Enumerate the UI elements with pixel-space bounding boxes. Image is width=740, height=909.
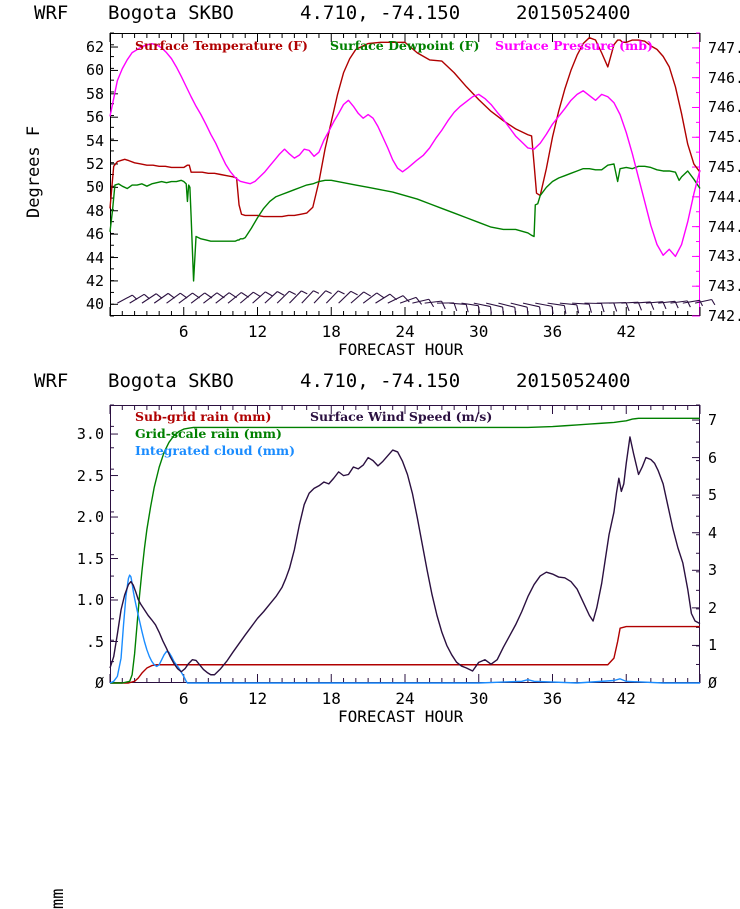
y-tick-label-right: 7 bbox=[708, 411, 717, 429]
y-tick-label: 54 bbox=[48, 132, 104, 150]
y-tick-label: 56 bbox=[48, 108, 104, 126]
header-coordinates: 4.710, -74.150 bbox=[300, 2, 460, 24]
y-tick-label: 3.0 bbox=[48, 425, 104, 443]
y-tick-label-right: 746.5 bbox=[708, 69, 740, 87]
x-tick-label: 24 bbox=[385, 322, 425, 341]
y-tick-label-right: 2 bbox=[708, 599, 717, 617]
header-site-2: Bogota SKBO bbox=[108, 370, 234, 392]
bottom-y-axis-title: mm bbox=[48, 889, 68, 909]
header-model: WRF bbox=[34, 2, 68, 24]
y-tick-label: 50 bbox=[48, 178, 104, 196]
top-panel-header: WRF Bogota SKBO 4.710, -74.150 201505240… bbox=[0, 0, 740, 30]
x-tick-label: 42 bbox=[606, 322, 646, 341]
y-tick-label-right: 3 bbox=[708, 561, 717, 579]
legend-surface-dewpoint: Surface Dewpoint (F) bbox=[330, 38, 479, 53]
x-tick-label: 18 bbox=[311, 322, 351, 341]
bottom-x-axis-title: FORECAST HOUR bbox=[338, 707, 463, 726]
top-x-axis-title: FORECAST HOUR bbox=[338, 340, 463, 359]
y-tick-label: Ø bbox=[48, 674, 104, 692]
x-tick-label: 6 bbox=[164, 322, 204, 341]
x-tick-label: 6 bbox=[164, 689, 204, 708]
y-tick-label-right: 744.0 bbox=[708, 218, 740, 236]
y-tick-label-right: 745.0 bbox=[708, 158, 740, 176]
y-tick-label: 46 bbox=[48, 225, 104, 243]
legend-subgrid-rain: Sub-grid rain (mm) bbox=[135, 409, 271, 424]
y-tick-label: 1.0 bbox=[48, 591, 104, 609]
y-tick-label: 40 bbox=[48, 295, 104, 313]
legend-surface-wind-speed: Surface Wind Speed (m/s) bbox=[310, 409, 492, 424]
x-tick-label: 18 bbox=[311, 689, 351, 708]
header-init-time-2: 2015052400 bbox=[516, 370, 630, 392]
y-tick-label-right: 744.5 bbox=[708, 188, 740, 206]
y-tick-label-right: Ø bbox=[708, 674, 717, 692]
y-tick-label-right: 4 bbox=[708, 524, 717, 542]
x-tick-label: 24 bbox=[385, 689, 425, 708]
y-tick-label: 44 bbox=[48, 249, 104, 267]
y-tick-label: 2.0 bbox=[48, 508, 104, 526]
bottom-panel-header: WRF Bogota SKBO 4.710, -74.150 201505240… bbox=[0, 368, 740, 398]
header-init-time: 2015052400 bbox=[516, 2, 630, 24]
x-tick-label: 36 bbox=[533, 689, 573, 708]
y-tick-label: 62 bbox=[48, 38, 104, 56]
y-tick-label-right: 743.0 bbox=[708, 277, 740, 295]
y-tick-label: 2.5 bbox=[48, 467, 104, 485]
y-tick-label: 58 bbox=[48, 85, 104, 103]
y-tick-label-right: 743.5 bbox=[708, 247, 740, 265]
y-tick-label: 42 bbox=[48, 272, 104, 290]
y-tick-label-right: 5 bbox=[708, 486, 717, 504]
legend-surface-pressure: Surface Pressure (mb) bbox=[495, 38, 653, 53]
x-tick-label: 12 bbox=[238, 322, 278, 341]
x-tick-label: 30 bbox=[459, 689, 499, 708]
header-model-2: WRF bbox=[34, 370, 68, 392]
header-site: Bogota SKBO bbox=[108, 2, 234, 24]
y-tick-label: 48 bbox=[48, 202, 104, 220]
y-tick-label: .5 bbox=[48, 633, 104, 651]
y-tick-label-right: 1 bbox=[708, 636, 717, 654]
y-tick-label: 52 bbox=[48, 155, 104, 173]
y-tick-label-right: 746.0 bbox=[708, 98, 740, 116]
legend-integrated-cloud: Integrated cloud (mm) bbox=[135, 443, 295, 458]
x-tick-label: 42 bbox=[606, 689, 646, 708]
x-tick-label: 12 bbox=[238, 689, 278, 708]
y-tick-label-right: 742.5 bbox=[708, 307, 740, 325]
y-tick-label: 60 bbox=[48, 61, 104, 79]
y-tick-label-right: 6 bbox=[708, 449, 717, 467]
y-tick-label-right: 745.5 bbox=[708, 128, 740, 146]
top-plot-area bbox=[110, 33, 700, 316]
top-y-axis-title: Degrees F bbox=[24, 126, 44, 218]
x-tick-label: 36 bbox=[533, 322, 573, 341]
top-panel: WRF Bogota SKBO 4.710, -74.150 201505240… bbox=[0, 0, 740, 370]
bottom-panel: WRF Bogota SKBO 4.710, -74.150 201505240… bbox=[0, 362, 740, 740]
x-tick-label: 30 bbox=[459, 322, 499, 341]
legend-surface-temperature: Surface Temperature (F) bbox=[135, 38, 308, 53]
y-tick-label: 1.5 bbox=[48, 550, 104, 568]
header-coordinates-2: 4.710, -74.150 bbox=[300, 370, 460, 392]
y-tick-label-right: 747.0 bbox=[708, 39, 740, 57]
top-plot-canvas bbox=[110, 33, 700, 316]
legend-gridscale-rain: Grid-scale rain (mm) bbox=[135, 426, 282, 441]
